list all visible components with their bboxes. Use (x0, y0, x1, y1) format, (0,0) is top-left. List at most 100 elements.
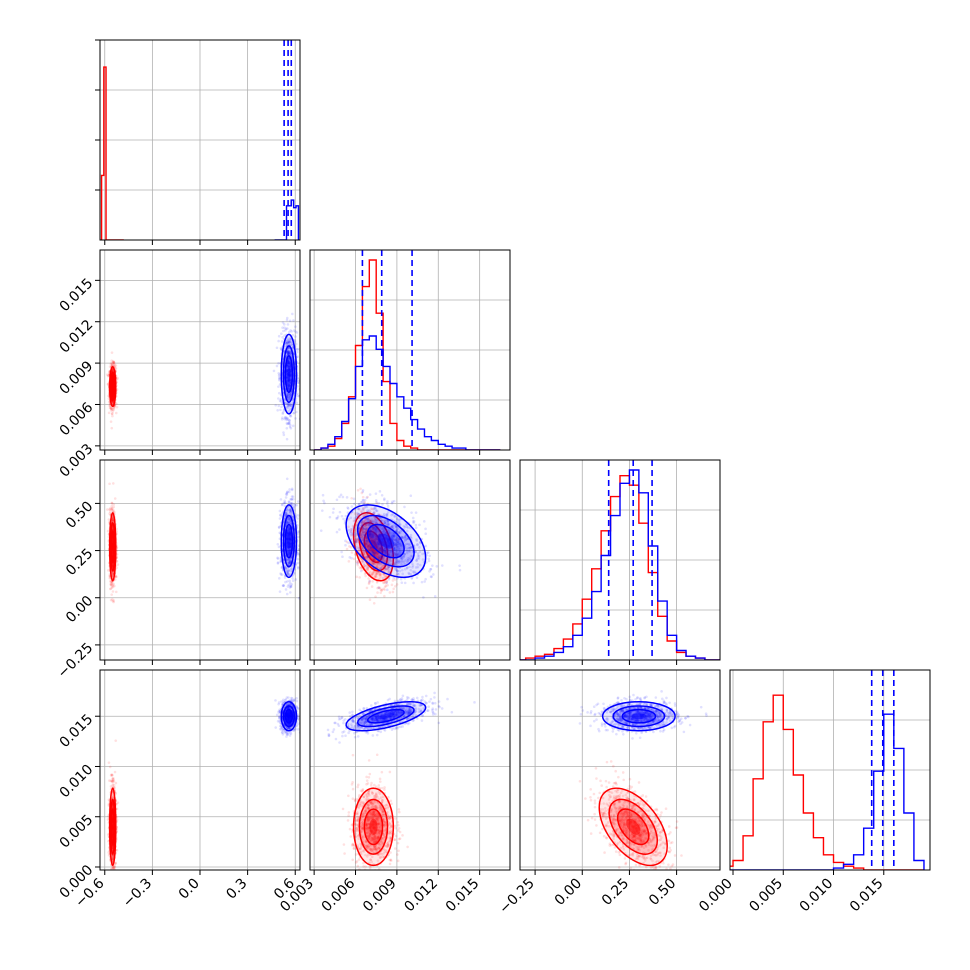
scatter-point (296, 500, 300, 503)
scatter-point (287, 528, 290, 532)
scatter-point (422, 596, 425, 599)
scatter-point (285, 512, 289, 516)
scatter-point (288, 581, 292, 585)
scatter-point (289, 510, 293, 513)
scatter-point (111, 400, 114, 404)
scatter-point (382, 547, 386, 551)
scatter-point (108, 512, 111, 515)
scatter-point (290, 497, 293, 501)
scatter-point (109, 580, 113, 583)
scatter-point (376, 553, 379, 556)
panel-frame (309, 249, 511, 451)
scatter-point (372, 562, 375, 565)
scatter-point (290, 498, 293, 501)
scatter-point (108, 580, 112, 583)
scatter-point (371, 572, 375, 576)
scatter-point (289, 502, 293, 505)
scatter-point (288, 385, 291, 389)
scatter-point (397, 538, 400, 541)
scatter-point (288, 521, 292, 524)
scatter-point (323, 501, 326, 505)
scatter-point (418, 523, 421, 527)
scatter-point (361, 535, 365, 539)
scatter-point (281, 321, 285, 324)
scatter-point (110, 501, 114, 505)
scatter-point (368, 598, 372, 601)
scatter-point (283, 501, 287, 504)
scatter-point (286, 359, 290, 363)
scatter-point (288, 361, 291, 364)
scatter-point (289, 392, 293, 395)
scatter-point (367, 548, 371, 551)
density-contour (287, 533, 291, 549)
scatter-point (287, 386, 291, 389)
scatter-point (112, 582, 115, 586)
scatter-point (374, 535, 378, 539)
scatter-point (295, 350, 299, 354)
scatter-point (113, 510, 116, 514)
scatter-point (371, 526, 375, 530)
scatter-point (288, 591, 292, 594)
scatter-point (377, 586, 381, 589)
scatter-point (284, 342, 288, 345)
scatter-point (109, 587, 112, 591)
scatter-point (116, 563, 120, 566)
scatter-point (290, 501, 294, 505)
scatter-point (352, 557, 356, 561)
scatter-point (376, 563, 380, 566)
scatter-point (289, 502, 292, 505)
scatter-point (360, 537, 364, 541)
scatter-point (288, 393, 292, 397)
scatter-point (362, 508, 366, 511)
scatter-point (112, 509, 115, 512)
scatter-point (285, 558, 289, 562)
scatter-point (287, 527, 291, 531)
scatter-point (112, 600, 115, 604)
scatter-point (288, 382, 291, 385)
scatter-point (363, 519, 367, 522)
scatter-point (288, 510, 292, 513)
scatter-point (288, 531, 291, 534)
scatter-point (368, 549, 371, 553)
scatter-point (284, 496, 288, 499)
scatter-point (288, 560, 292, 564)
scatter-point (372, 570, 375, 574)
scatter-point (277, 339, 280, 343)
scatter-point (278, 577, 281, 580)
scatter-point (295, 348, 299, 351)
scatter-point (382, 569, 386, 573)
scatter-point (286, 392, 289, 396)
scatter-point (292, 319, 295, 322)
scatter-point (395, 583, 399, 586)
scatter-point (287, 360, 291, 364)
scatter-point (277, 376, 281, 380)
scatter-point (287, 387, 290, 391)
scatter-point (366, 495, 369, 499)
scatter-point (373, 538, 377, 542)
scatter-point (111, 369, 114, 373)
scatter-point (293, 503, 297, 507)
scatter-point (286, 531, 289, 535)
scatter-point (110, 426, 114, 430)
scatter-point (372, 529, 376, 532)
scatter-point (296, 548, 300, 552)
scatter-point (367, 548, 371, 552)
scatter-point (378, 547, 382, 551)
scatter-point (374, 595, 377, 599)
scatter-point (289, 341, 293, 344)
scatter-point (287, 352, 291, 356)
scatter-point (297, 381, 300, 385)
scatter-point (391, 590, 395, 594)
scatter-point (286, 393, 289, 397)
scatter-point (114, 590, 118, 594)
scatter-point (358, 556, 362, 560)
scatter-point (294, 335, 297, 338)
scatter-point (377, 571, 381, 574)
scatter-point (287, 342, 290, 346)
scatter-point (379, 591, 383, 595)
scatter-point (370, 536, 374, 540)
scatter-point (287, 517, 290, 521)
scatter-point (279, 498, 283, 501)
scatter-point (352, 497, 356, 501)
scatter-point (394, 552, 398, 556)
